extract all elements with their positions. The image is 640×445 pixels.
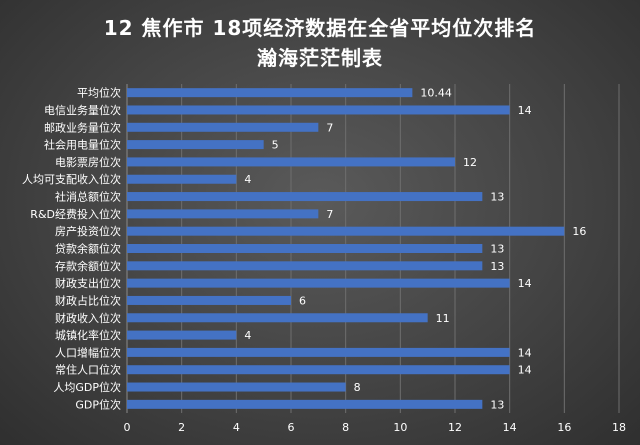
value-label-12: 6: [299, 294, 306, 307]
category-label-4: 电影票房位次: [55, 155, 121, 169]
bar-7: [127, 209, 319, 219]
category-label-12: 财政占比位次: [55, 293, 121, 307]
category-label-9: 贷款余额位次: [55, 242, 121, 256]
value-label-17: 8: [354, 381, 361, 394]
category-label-14: 城镇化率位次: [55, 328, 121, 342]
category-label-2: 邮政业务量位次: [44, 120, 121, 134]
value-label-7: 7: [326, 208, 333, 221]
value-label-5: 4: [244, 173, 251, 186]
bar-5: [127, 174, 237, 184]
x-tick-label-7: 14: [503, 421, 517, 434]
x-tick-label-3: 6: [288, 421, 295, 434]
value-label-0: 10.44: [420, 87, 452, 100]
bar-13: [127, 313, 428, 323]
category-label-7: R&D经费投入位次: [30, 207, 121, 221]
category-label-10: 存款余额位次: [55, 259, 121, 273]
x-tick-label-5: 10: [393, 421, 407, 434]
category-label-6: 社消总额位次: [55, 190, 121, 204]
category-label-0: 平均位次: [77, 86, 121, 100]
value-label-16: 14: [518, 364, 532, 377]
bar-16: [127, 365, 510, 375]
value-label-18: 13: [490, 398, 504, 411]
x-tick-label-9: 18: [612, 421, 626, 434]
bar-9: [127, 243, 483, 254]
x-tick-label-2: 4: [233, 421, 240, 434]
bar-15: [127, 347, 510, 357]
value-label-13: 11: [436, 312, 450, 325]
value-label-9: 13: [490, 243, 504, 256]
bar-1: [127, 105, 510, 115]
value-label-4: 12: [463, 156, 477, 169]
value-label-3: 5: [272, 139, 279, 152]
x-tick-label-0: 0: [124, 421, 131, 434]
value-label-8: 16: [572, 225, 586, 238]
bar-6: [127, 192, 483, 202]
bar-14: [127, 330, 237, 340]
bar-12: [127, 295, 291, 305]
category-label-15: 人口增幅位次: [55, 345, 121, 359]
bar-4: [127, 157, 455, 167]
value-label-11: 14: [518, 277, 532, 290]
chart-subtitle: 瀚海茫茫制表: [257, 46, 383, 70]
category-label-8: 房产投资位次: [55, 224, 121, 238]
x-tick-label-6: 12: [448, 421, 462, 434]
x-tick-label-4: 8: [342, 421, 349, 434]
chart-title: 12 焦作市 18项经济数据在全省平均位次排名: [103, 16, 537, 40]
category-label-1: 电信业务量位次: [44, 103, 121, 117]
value-label-2: 7: [326, 121, 333, 134]
category-label-16: 常住人口位次: [55, 363, 121, 377]
bar-18: [127, 399, 483, 409]
category-label-13: 财政收入位次: [55, 311, 121, 325]
category-label-3: 社会用电量位次: [44, 138, 121, 152]
category-label-18: GDP位次: [75, 397, 121, 411]
category-label-17: 人均GDP位次: [53, 380, 121, 394]
bar-3: [127, 140, 264, 150]
value-label-10: 13: [490, 260, 504, 273]
bar-17: [127, 382, 346, 392]
bar-0: [127, 88, 413, 98]
bar-2: [127, 122, 319, 132]
bar-8: [127, 226, 565, 236]
bar-11: [127, 278, 510, 288]
value-label-1: 14: [518, 104, 532, 117]
bar-10: [127, 261, 483, 271]
x-tick-label-8: 16: [557, 421, 571, 434]
value-label-15: 14: [518, 346, 532, 359]
category-label-5: 人均可支配收入位次: [22, 172, 121, 186]
category-label-11: 财政支出位次: [55, 276, 121, 290]
x-tick-label-1: 2: [178, 421, 185, 434]
value-label-14: 4: [244, 329, 251, 342]
value-label-6: 13: [490, 191, 504, 204]
